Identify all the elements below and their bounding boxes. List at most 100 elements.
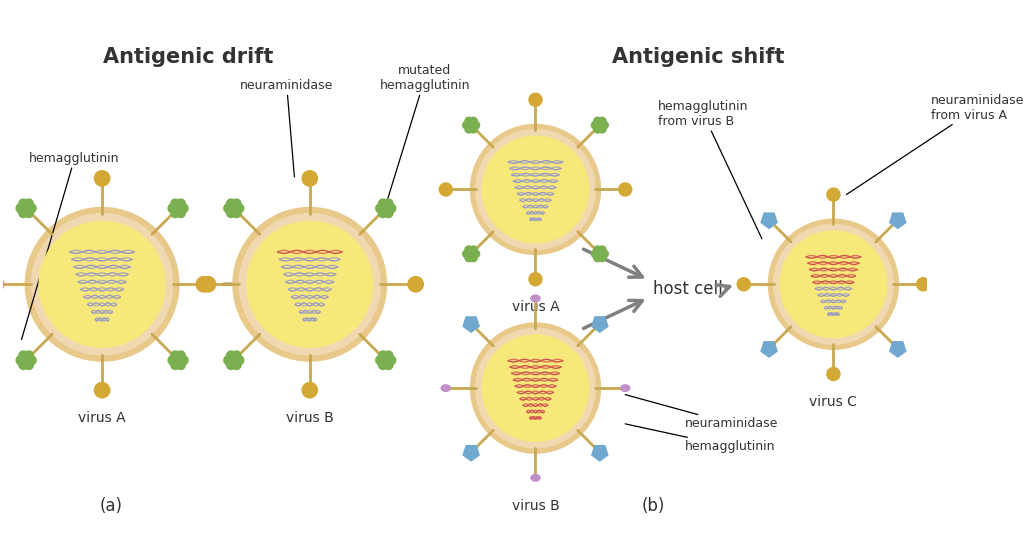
Circle shape <box>470 124 600 255</box>
Circle shape <box>379 209 387 218</box>
Circle shape <box>468 251 474 257</box>
Ellipse shape <box>621 385 630 391</box>
Circle shape <box>768 219 898 349</box>
Ellipse shape <box>530 295 540 302</box>
Circle shape <box>379 351 387 360</box>
Text: mutated
hemagglutinin: mutated hemagglutinin <box>380 64 470 215</box>
Circle shape <box>601 122 608 129</box>
Circle shape <box>18 351 28 360</box>
Circle shape <box>384 199 393 208</box>
Text: (a): (a) <box>99 497 123 514</box>
Circle shape <box>598 125 606 133</box>
Text: hemagglutinin
from virus B: hemagglutinin from virus B <box>658 100 762 239</box>
Circle shape <box>16 356 26 365</box>
Circle shape <box>597 122 603 128</box>
Circle shape <box>463 122 470 129</box>
Circle shape <box>601 250 608 258</box>
Circle shape <box>594 125 601 133</box>
Circle shape <box>465 246 473 254</box>
Circle shape <box>174 205 181 212</box>
Circle shape <box>387 356 395 365</box>
Circle shape <box>594 117 601 125</box>
Circle shape <box>598 246 606 254</box>
Circle shape <box>234 356 244 365</box>
Circle shape <box>234 204 244 213</box>
Circle shape <box>176 199 185 208</box>
Circle shape <box>472 122 479 129</box>
Circle shape <box>470 117 477 125</box>
Circle shape <box>0 276 4 292</box>
Circle shape <box>465 117 473 125</box>
Text: virus C: virus C <box>810 395 857 409</box>
Circle shape <box>23 357 30 364</box>
Circle shape <box>25 209 34 218</box>
Text: hemagglutinin: hemagglutinin <box>22 152 120 340</box>
Text: hemagglutinin: hemagglutinin <box>626 424 775 453</box>
Circle shape <box>226 199 236 208</box>
Circle shape <box>472 250 479 258</box>
Circle shape <box>379 361 387 370</box>
Circle shape <box>179 356 188 365</box>
Circle shape <box>916 278 930 291</box>
Circle shape <box>470 323 600 453</box>
Circle shape <box>594 254 601 261</box>
Text: virus B: virus B <box>286 411 334 425</box>
Circle shape <box>463 250 470 258</box>
Text: neuraminidase
from virus A: neuraminidase from virus A <box>847 94 1024 195</box>
Circle shape <box>376 356 385 365</box>
Circle shape <box>780 231 887 337</box>
Ellipse shape <box>441 385 451 391</box>
Polygon shape <box>463 446 479 461</box>
Circle shape <box>174 357 181 364</box>
Circle shape <box>482 136 589 243</box>
Circle shape <box>302 171 317 186</box>
Circle shape <box>618 183 632 196</box>
Circle shape <box>233 208 386 361</box>
Circle shape <box>18 361 28 370</box>
Circle shape <box>529 273 542 286</box>
Text: virus A: virus A <box>512 300 559 314</box>
Circle shape <box>465 125 473 133</box>
Circle shape <box>226 209 236 218</box>
Circle shape <box>168 204 177 213</box>
Circle shape <box>594 246 601 254</box>
Polygon shape <box>890 342 906 357</box>
Circle shape <box>94 171 110 186</box>
Circle shape <box>25 361 34 370</box>
Circle shape <box>197 276 212 292</box>
Circle shape <box>529 93 542 106</box>
Circle shape <box>176 351 185 360</box>
Circle shape <box>827 367 840 381</box>
Circle shape <box>232 209 241 218</box>
Circle shape <box>32 214 173 355</box>
Text: Antigenic shift: Antigenic shift <box>611 47 784 67</box>
Circle shape <box>224 356 232 365</box>
Circle shape <box>384 209 393 218</box>
Ellipse shape <box>530 475 540 481</box>
Polygon shape <box>761 213 777 228</box>
Circle shape <box>171 351 180 360</box>
Circle shape <box>23 205 30 212</box>
Circle shape <box>232 199 241 208</box>
Circle shape <box>592 122 599 129</box>
Circle shape <box>376 204 385 213</box>
Circle shape <box>232 361 241 370</box>
Circle shape <box>482 335 589 441</box>
Polygon shape <box>592 446 608 461</box>
Text: host cell: host cell <box>653 280 723 298</box>
Circle shape <box>598 117 606 125</box>
Circle shape <box>201 276 216 292</box>
Circle shape <box>476 329 595 448</box>
Circle shape <box>171 361 180 370</box>
Circle shape <box>384 361 393 370</box>
Circle shape <box>592 250 599 258</box>
Circle shape <box>597 251 603 257</box>
Circle shape <box>470 254 477 261</box>
Circle shape <box>224 204 232 213</box>
Circle shape <box>18 199 28 208</box>
Circle shape <box>465 254 473 261</box>
Polygon shape <box>890 213 906 228</box>
Circle shape <box>168 356 177 365</box>
Circle shape <box>247 221 373 347</box>
Circle shape <box>26 208 179 361</box>
